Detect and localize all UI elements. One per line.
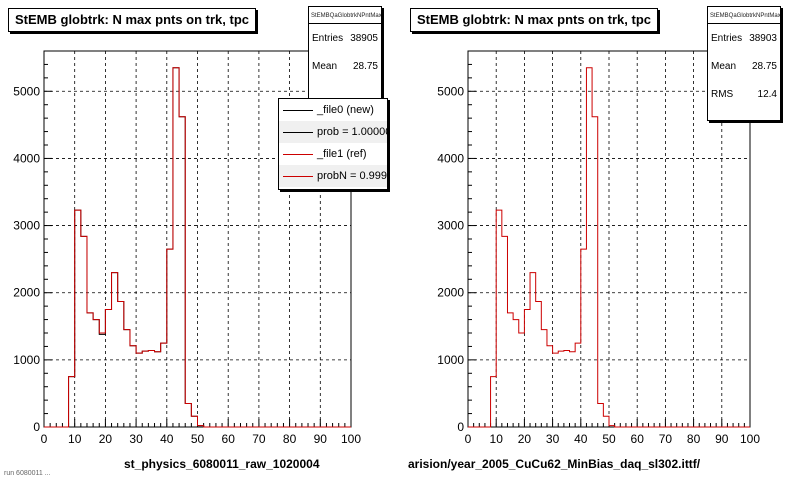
right-y-tick-label-5000: 5000 [437,84,464,98]
right-stats-mean-value: 28.75 [751,60,777,72]
right-x-tick-label-0: 0 [465,432,472,446]
right-histogram-title: StEMB globtrk: N max pnts on trk, tpc [410,8,659,32]
left-stats-entries-value: 38905 [350,32,378,44]
left-y-tick-label-5000: 5000 [13,84,40,98]
left-stats-entries-row: Entries 38905 [309,24,381,52]
right-series-line-0 [468,67,750,428]
legend-swatch-file0 [283,109,313,111]
left-stats-mean-label: Mean [312,60,338,72]
right-x-tick-label-90: 90 [715,432,729,446]
left-y-tick-label-0: 0 [33,420,40,434]
right-stats-rms-label: RMS [711,88,734,100]
right-x-tick-label-80: 80 [687,432,701,446]
left-x-axis-label: st_physics_6080011_raw_1020004 [124,457,320,471]
left-legend: _file0 (new) prob = 1.000000 _file1 (ref… [278,98,388,190]
legend-entry-probn: probN = 0.999980 [279,165,387,187]
left-x-tick-label-70: 70 [252,432,266,446]
left-x-tick-label-40: 40 [160,432,174,446]
right-y-tick-label-1000: 1000 [437,353,464,367]
legend-label-prob: prob = 1.000000 [317,126,387,138]
right-stats-mean-label: Mean [711,60,737,72]
left-x-tick-label-20: 20 [99,432,113,446]
right-stats-entries-value: 38903 [749,32,777,44]
right-x-tick-label-20: 20 [518,432,532,446]
left-x-tick-label-0: 0 [41,432,48,446]
left-histogram-title: StEMB globtrk: N max pnts on trk, tpc [8,8,257,32]
right-x-tick-label-30: 30 [546,432,560,446]
left-stats-mean-row: Mean 28.75 [309,52,381,80]
footer-note: run 6080011 ... [4,470,51,477]
left-x-tick-label-10: 10 [68,432,82,446]
right-x-tick-label-40: 40 [574,432,588,446]
right-stats-rms-value: 12.4 [757,88,777,100]
right-y-tick-label-3000: 3000 [437,219,464,233]
right-stats-histogram-name: StEMBQaGlobtrkNPntMaxT [708,7,780,24]
legend-swatch-probn [283,175,313,177]
legend-label-file0: _file0 (new) [317,104,374,116]
left-stats-entries-label: Entries [312,32,344,44]
legend-entry-file0: _file0 (new) [279,99,387,121]
right-y-tick-label-2000: 2000 [437,286,464,300]
left-y-tick-label-1000: 1000 [13,353,40,367]
left-stats-box: StEMBQaGlobtrkNPntMaxT Entries 38905 Mea… [308,6,382,102]
left-stats-mean-value: 28.75 [352,60,378,72]
right-x-tick-label-60: 60 [631,432,645,446]
left-x-tick-label-90: 90 [314,432,328,446]
left-y-tick-label-2000: 2000 [13,286,40,300]
right-stats-mean-row: Mean 28.75 [708,52,780,80]
left-x-tick-label-80: 80 [283,432,297,446]
right-y-tick-label-4000: 4000 [437,151,464,165]
legend-entry-prob: prob = 1.000000 [279,121,387,143]
left-y-tick-label-4000: 4000 [13,151,40,165]
left-stats-histogram-name: StEMBQaGlobtrkNPntMaxT [309,7,381,24]
left-x-tick-label-30: 30 [129,432,143,446]
legend-swatch-file1 [283,153,313,155]
legend-label-probn: probN = 0.999980 [317,170,388,182]
left-series-line-1 [44,67,351,428]
right-x-axis-label: arision/year_2005_CuCu62_MinBias_daq_sl3… [408,457,701,471]
right-x-tick-label-50: 50 [602,432,616,446]
left-y-tick-label-3000: 3000 [13,219,40,233]
right-x-tick-label-70: 70 [659,432,673,446]
right-stats-rms-row: RMS 12.4 [708,80,780,108]
right-stats-box: StEMBQaGlobtrkNPntMaxT Entries 38903 Mea… [707,6,781,121]
left-x-tick-label-50: 50 [191,432,205,446]
right-y-tick-label-0: 0 [457,420,464,434]
legend-label-file1: _file1 (ref) [317,148,367,160]
legend-swatch-prob [283,131,313,133]
right-x-tick-label-100: 100 [740,432,760,446]
left-x-tick-label-60: 60 [222,432,236,446]
right-stats-entries-label: Entries [711,32,743,44]
right-x-tick-label-10: 10 [490,432,504,446]
left-x-tick-label-100: 100 [341,432,361,446]
right-stats-entries-row: Entries 38903 [708,24,780,52]
legend-entry-file1: _file1 (ref) [279,143,387,165]
